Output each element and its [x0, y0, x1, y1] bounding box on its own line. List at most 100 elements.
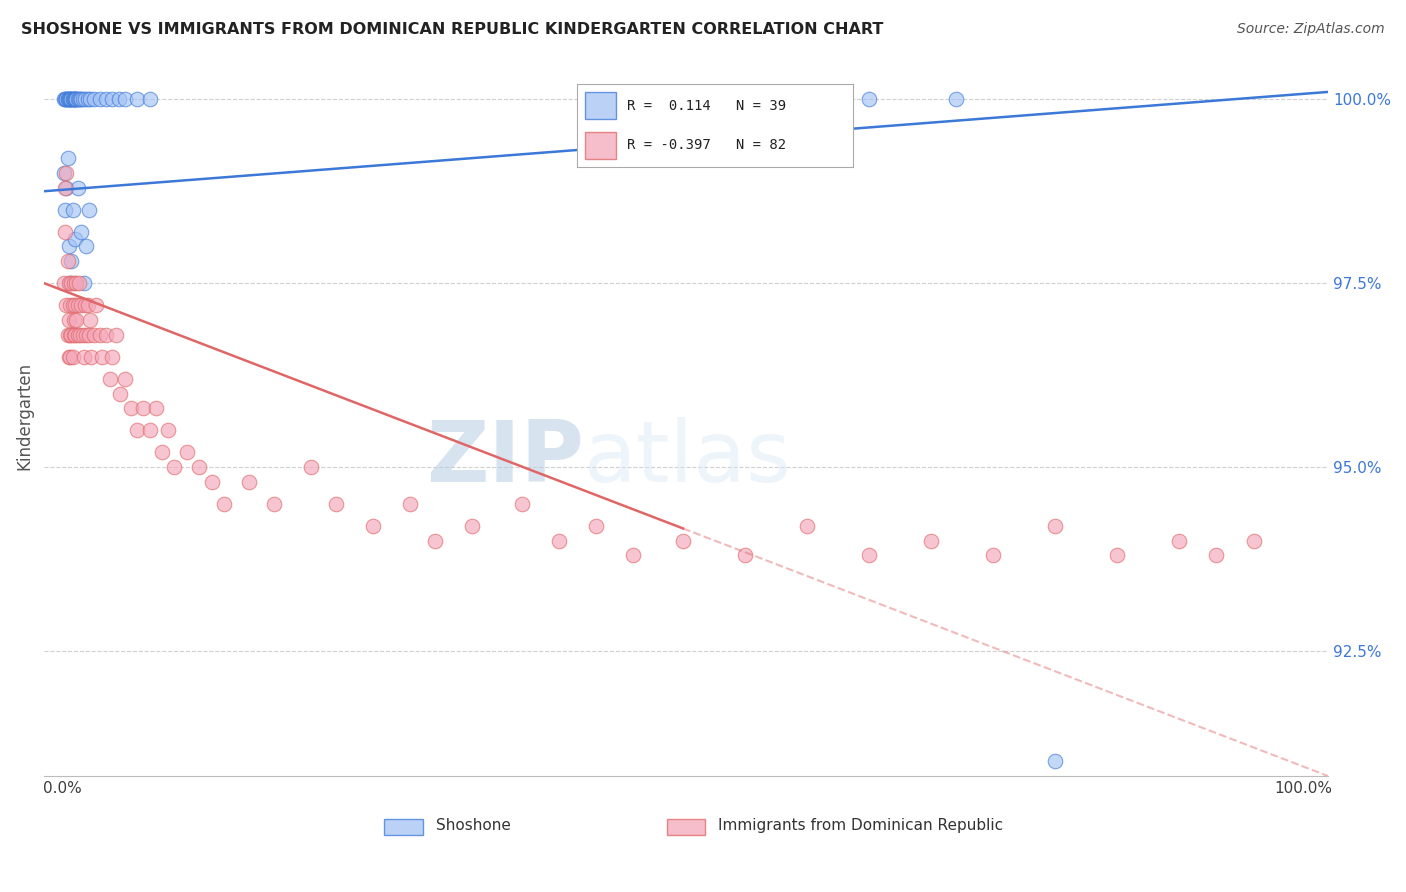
Point: [72, 92, 94, 106]
Point: [65, 313, 87, 327]
Point: [69, 327, 91, 342]
Point: [60, 92, 83, 106]
Point: [83, 327, 105, 342]
Point: [77, 327, 100, 342]
Point: [585, 519, 607, 533]
Point: [58, 92, 80, 106]
Point: [75, 239, 97, 253]
Point: [76, 298, 98, 312]
Point: [1045, 755, 1067, 769]
Point: [63, 313, 86, 327]
Point: [70, 92, 93, 106]
Point: [56, 92, 79, 106]
Point: [65, 276, 87, 290]
Point: [55, 180, 77, 194]
Point: [188, 460, 211, 475]
FancyBboxPatch shape: [666, 820, 706, 835]
Point: [67, 92, 90, 106]
Point: [73, 276, 96, 290]
Point: [63, 232, 86, 246]
Point: [79, 92, 101, 106]
Point: [114, 372, 136, 386]
Point: [105, 327, 128, 342]
Point: [59, 92, 82, 106]
Point: [89, 92, 111, 106]
Point: [58, 350, 80, 364]
Point: [66, 298, 89, 312]
Point: [157, 423, 180, 437]
Point: [212, 497, 235, 511]
Text: SHOSHONE VS IMMIGRANTS FROM DOMINICAN REPUBLIC KINDERGARTEN CORRELATION CHART: SHOSHONE VS IMMIGRANTS FROM DOMINICAN RE…: [21, 22, 883, 37]
Point: [138, 92, 160, 106]
Point: [59, 327, 82, 342]
Point: [299, 460, 322, 475]
Point: [59, 276, 82, 290]
Point: [58, 92, 80, 106]
Point: [945, 92, 967, 106]
Point: [59, 350, 82, 364]
Point: [56, 92, 79, 106]
Point: [76, 92, 98, 106]
Point: [94, 327, 117, 342]
Point: [461, 519, 484, 533]
Point: [60, 254, 83, 268]
Point: [423, 533, 446, 548]
Point: [263, 497, 285, 511]
Point: [114, 92, 136, 106]
Point: [55, 298, 77, 312]
Point: [138, 423, 160, 437]
Point: [67, 276, 90, 290]
Point: [73, 92, 96, 106]
Point: [62, 350, 84, 364]
Point: [672, 533, 695, 548]
Point: [621, 549, 644, 563]
Point: [66, 180, 89, 194]
Point: [1168, 533, 1191, 548]
Point: [63, 276, 86, 290]
Point: [399, 497, 422, 511]
Point: [73, 298, 96, 312]
Point: [65, 92, 87, 106]
Point: [52, 276, 75, 290]
Y-axis label: Kindergarten: Kindergarten: [15, 361, 32, 470]
Point: [66, 92, 89, 106]
Point: [58, 239, 80, 253]
Point: [55, 92, 77, 106]
Point: [127, 423, 149, 437]
Point: [510, 497, 533, 511]
Text: ZIP: ZIP: [426, 417, 583, 500]
Point: [84, 298, 107, 312]
Point: [63, 298, 86, 312]
Text: atlas: atlas: [583, 417, 792, 500]
Point: [73, 350, 96, 364]
Point: [53, 202, 76, 217]
Point: [150, 445, 173, 459]
Point: [145, 401, 167, 416]
Point: [59, 298, 82, 312]
Point: [65, 92, 87, 106]
Point: [66, 327, 89, 342]
Point: [1107, 549, 1129, 563]
Point: [858, 92, 880, 106]
Point: [83, 92, 105, 106]
Point: [858, 549, 880, 563]
Point: [63, 92, 86, 106]
Point: [1045, 519, 1067, 533]
Point: [62, 92, 84, 106]
Point: [1243, 533, 1265, 548]
Point: [1205, 549, 1227, 563]
Point: [101, 92, 124, 106]
Point: [60, 327, 83, 342]
Point: [107, 92, 129, 106]
Point: [163, 460, 186, 475]
FancyBboxPatch shape: [384, 820, 423, 835]
Point: [70, 298, 93, 312]
Point: [80, 350, 103, 364]
Point: [53, 92, 76, 106]
Text: Source: ZipAtlas.com: Source: ZipAtlas.com: [1237, 22, 1385, 37]
Point: [52, 166, 75, 180]
Text: Shoshone: Shoshone: [436, 818, 510, 832]
Point: [56, 327, 79, 342]
Point: [176, 445, 198, 459]
Point: [361, 519, 384, 533]
